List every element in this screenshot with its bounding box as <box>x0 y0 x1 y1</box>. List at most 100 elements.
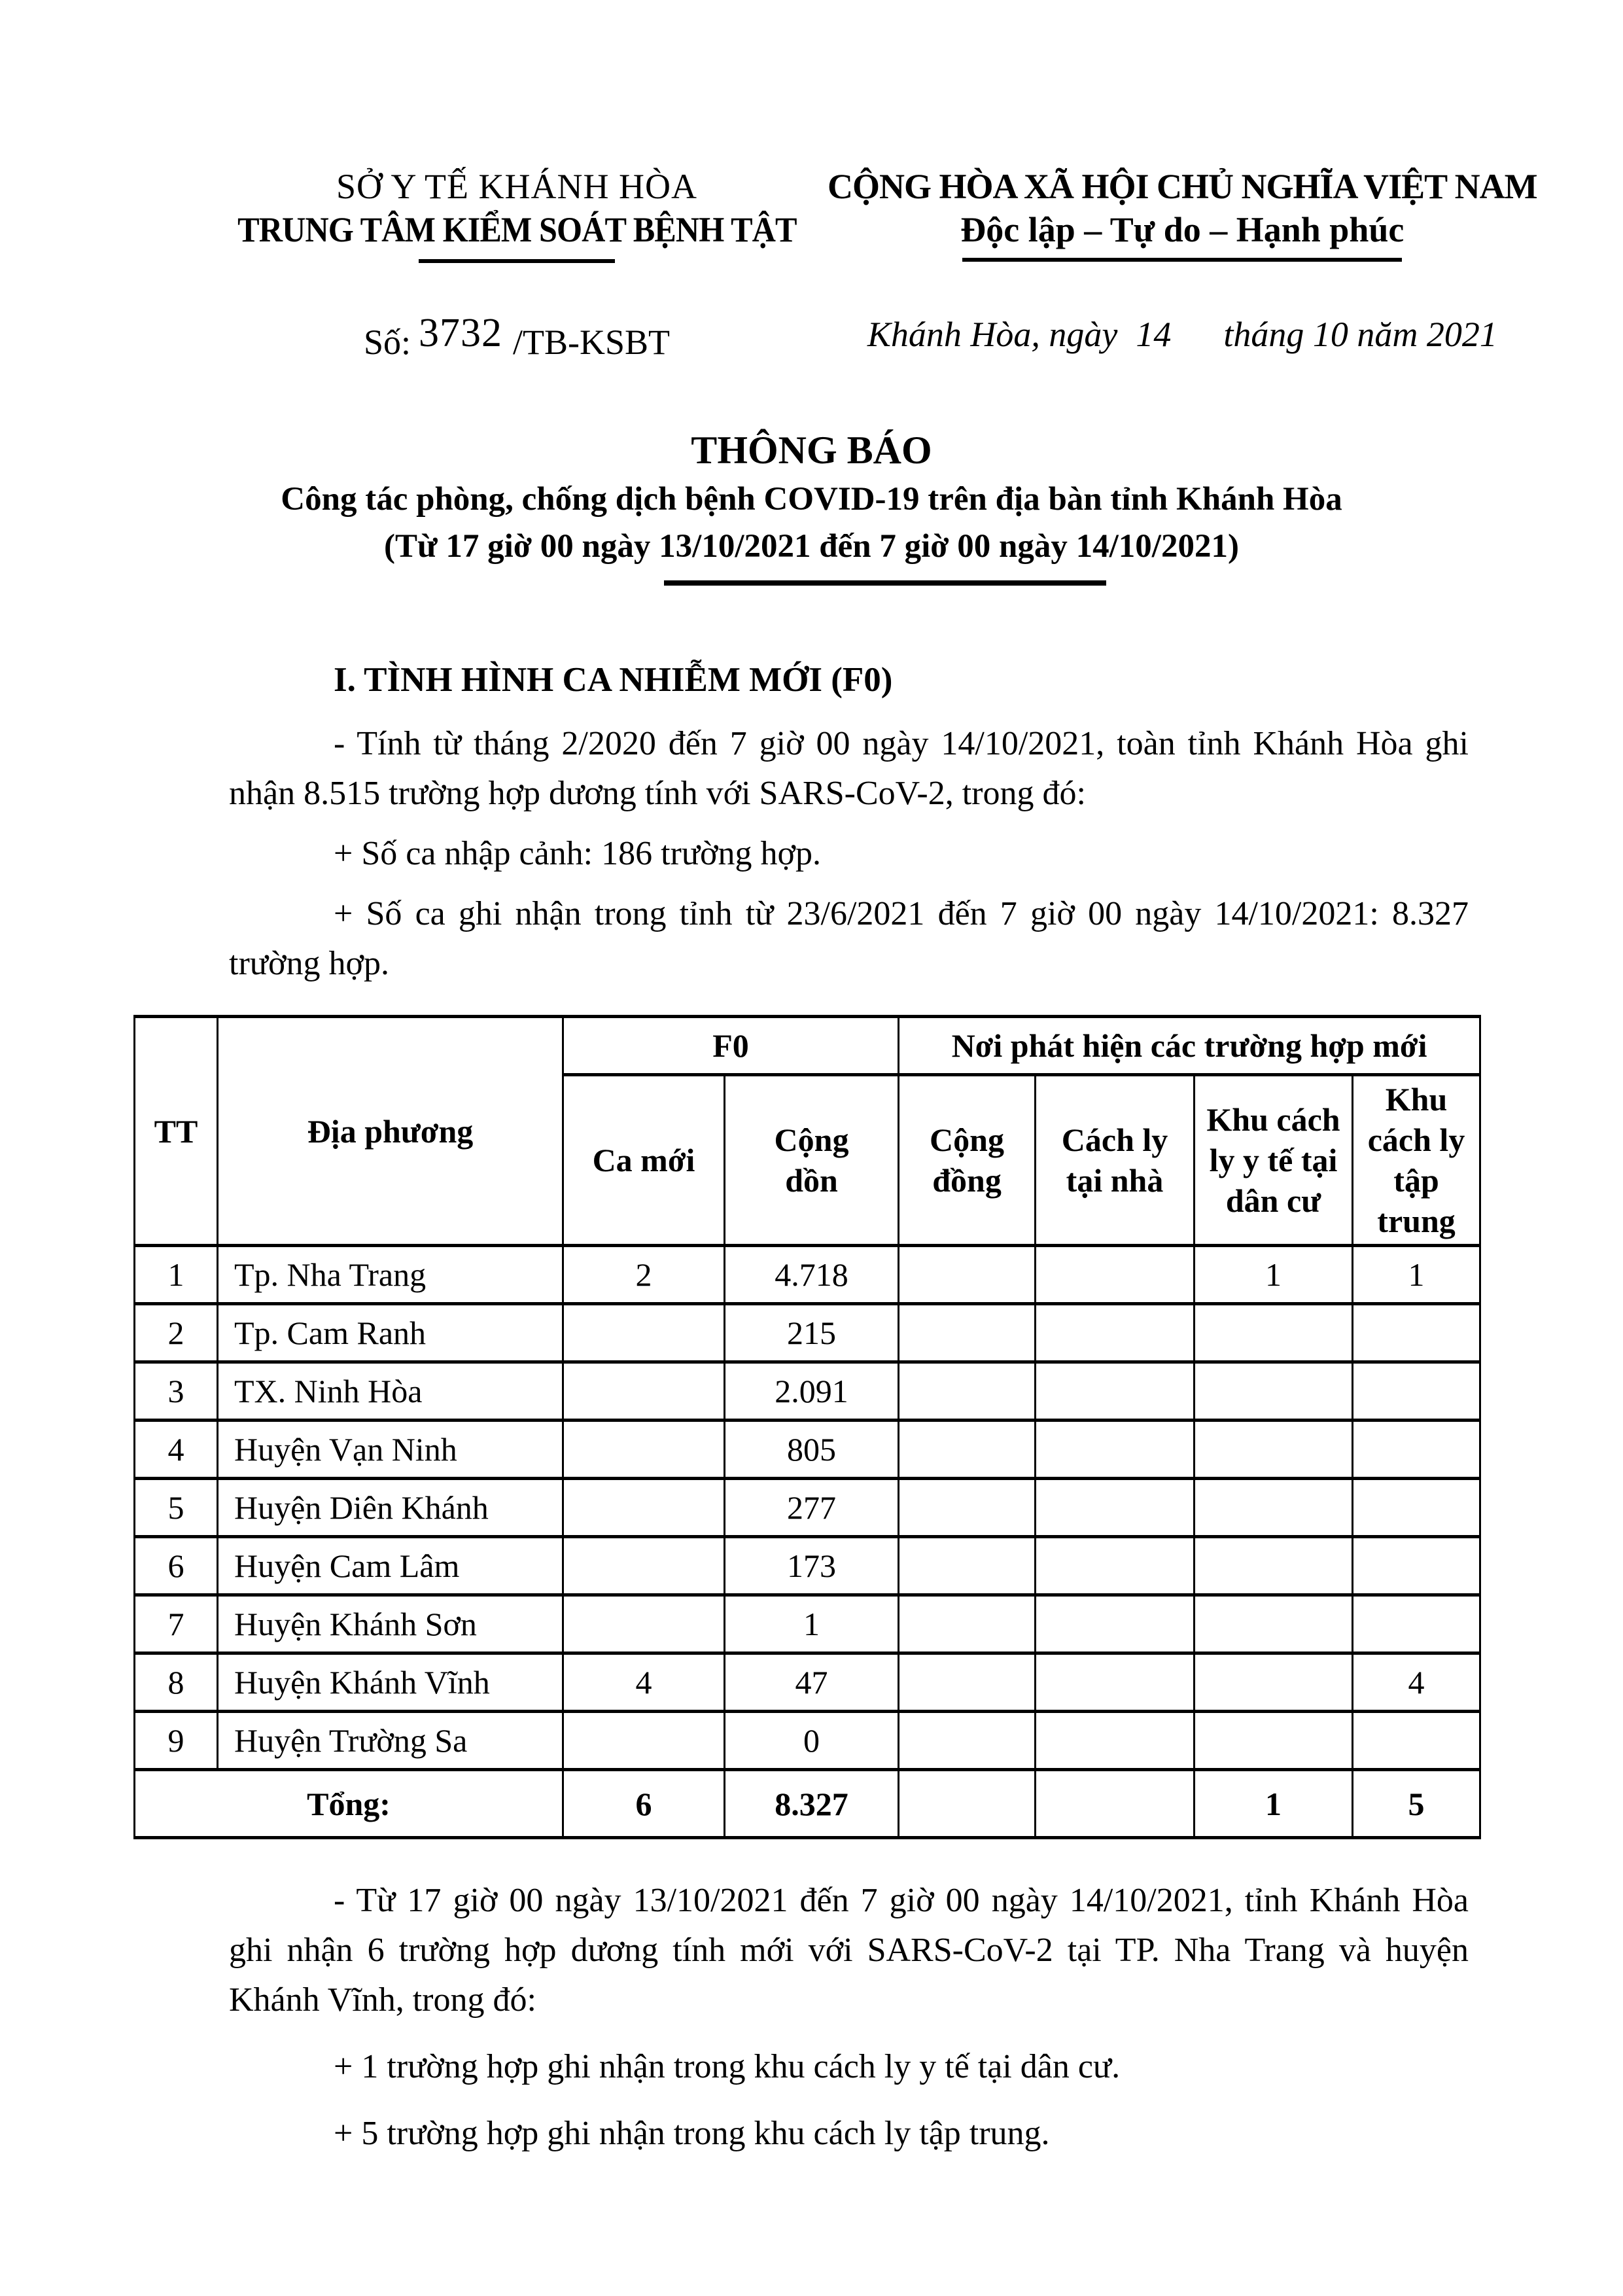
cell-home-isolation <box>1034 1651 1196 1713</box>
cell-medical-isolation <box>1193 1593 1354 1655</box>
cell-central-isolation <box>1352 1360 1482 1422</box>
cell-central-isolation: 1 <box>1352 1244 1482 1305</box>
cell-community <box>898 1419 1037 1480</box>
total-label: Tổng: <box>133 1768 564 1839</box>
cell-tt: 7 <box>133 1593 218 1655</box>
table-row: 3 TX. Ninh Hòa 2.091 <box>133 1360 1482 1422</box>
cell-medical-isolation <box>1193 1477 1354 1538</box>
motto-underline-rule <box>962 258 1403 262</box>
cell-central-isolation: 4 <box>1352 1651 1482 1713</box>
cell-home-isolation <box>1034 1360 1196 1422</box>
cell-medical-isolation <box>1193 1651 1354 1713</box>
table-row: 4 Huyện Vạn Ninh 805 <box>133 1419 1482 1480</box>
header-cell-central-isolation: Khu cách ly tập trung <box>1352 1073 1482 1247</box>
cell-cumulative: 47 <box>723 1651 900 1713</box>
date-prefix: Khánh Hòa, ngày <box>867 315 1118 354</box>
cell-home-isolation <box>1034 1244 1196 1305</box>
national-title: CỘNG HÒA XÃ HỘI CHỦ NGHĨA VIỆT NAM <box>828 167 1538 206</box>
cell-location: Huyện Vạn Ninh <box>217 1419 564 1480</box>
section-1-bullet-3: + 1 trường hợp ghi nhận trong khu cách l… <box>334 2048 1121 2085</box>
table-row: 1 Tp. Nha Trang 2 4.718 1 1 <box>133 1244 1482 1305</box>
date-day: 14 <box>1136 315 1172 354</box>
cell-central-isolation <box>1352 1535 1482 1597</box>
document-title-block: THÔNG BÁO Công tác phòng, chống dịch bện… <box>0 425 1623 586</box>
cell-new-cases <box>562 1302 725 1364</box>
table-row: 9 Huyện Trường Sa 0 <box>133 1710 1482 1771</box>
issuing-org-name: TRUNG TÂM KIỂM SOÁT BỆNH TẬT <box>206 208 828 251</box>
cell-community <box>898 1535 1037 1597</box>
header-cell-new-cases: Ca mới <box>562 1073 725 1247</box>
cell-central-isolation <box>1352 1710 1482 1771</box>
table-body: 1 Tp. Nha Trang 2 4.718 1 1 2 Tp. Cam Ra… <box>133 1244 1482 1839</box>
case-summary-table: TT Địa phương F0 Nơi phát hiện các trườn… <box>133 1015 1482 1839</box>
national-header-block: CỘNG HÒA XÃ HỘI CHỦ NGHĨA VIỆT NAM Độc l… <box>828 165 1538 364</box>
cell-medical-isolation <box>1193 1535 1354 1597</box>
header-cell-medical-isolation: Khu cách ly y tế tại dân cư <box>1193 1073 1354 1247</box>
cell-location: Huyện Khánh Sơn <box>217 1593 564 1655</box>
cell-medical-isolation <box>1193 1360 1354 1422</box>
cell-location: Huyện Khánh Vĩnh <box>217 1651 564 1713</box>
header-cell-home-isolation: Cách ly tại nhà <box>1034 1073 1196 1247</box>
section-1-bullet-4: + 5 trường hợp ghi nhận trong khu cách l… <box>334 2115 1050 2152</box>
section-1-heading: I. TÌNH HÌNH CA NHIỄM MỚI (F0) <box>334 661 893 699</box>
cell-new-cases: 2 <box>562 1244 725 1305</box>
section-1-paragraph-1: - Tính từ tháng 2/2020 đến 7 giờ 00 ngày… <box>229 725 1469 812</box>
cell-community <box>898 1244 1037 1305</box>
document-subtitle: Công tác phòng, chống dịch bệnh COVID-19… <box>281 481 1342 518</box>
table-header: TT Địa phương F0 Nơi phát hiện các trườn… <box>133 1015 1482 1247</box>
cell-home-isolation <box>1034 1710 1196 1771</box>
cell-tt: 2 <box>133 1302 218 1364</box>
cell-cumulative: 277 <box>723 1477 900 1538</box>
cell-cumulative: 215 <box>723 1302 900 1364</box>
table-row: 6 Huyện Cam Lâm 173 <box>133 1535 1482 1597</box>
place-date-line: Khánh Hòa, ngày 14 tháng 10 năm 2021 <box>828 314 1537 355</box>
cell-medical-isolation <box>1193 1302 1354 1364</box>
cell-central-isolation <box>1352 1477 1482 1538</box>
cell-new-cases: 4 <box>562 1651 725 1713</box>
issuing-org-parent: SỞ Y TẾ KHÁNH HÒA <box>336 167 697 206</box>
cell-new-cases <box>562 1419 725 1480</box>
document-number-value: 3732 <box>419 311 502 355</box>
table-row: 7 Huyện Khánh Sơn 1 <box>133 1593 1482 1655</box>
section-1-bullet-1: + Số ca nhập cảnh: 186 trường hợp. <box>334 835 822 872</box>
cell-community <box>898 1651 1037 1713</box>
table-header-group-row: TT Địa phương F0 Nơi phát hiện các trườn… <box>133 1015 1482 1247</box>
table-total-row: Tổng: 6 8.327 1 5 <box>133 1768 1482 1839</box>
national-motto: Độc lập – Tự do – Hạnh phúc <box>960 210 1405 249</box>
total-central-isolation: 5 <box>1352 1768 1482 1839</box>
document-number-suffix: /TB-KSBT <box>513 323 671 362</box>
cell-new-cases <box>562 1593 725 1655</box>
cell-cumulative: 1 <box>723 1593 900 1655</box>
total-home-isolation <box>1034 1768 1196 1839</box>
document-date-range: (Từ 17 giờ 00 ngày 13/10/2021 đến 7 giờ … <box>384 528 1239 565</box>
header-cell-tt: TT <box>133 1015 218 1247</box>
cell-new-cases <box>562 1535 725 1597</box>
cell-medical-isolation <box>1193 1710 1354 1771</box>
date-suffix: tháng 10 năm 2021 <box>1223 315 1497 354</box>
cell-location: Tp. Nha Trang <box>217 1244 564 1305</box>
cell-tt: 4 <box>133 1419 218 1480</box>
cell-cumulative: 0 <box>723 1710 900 1771</box>
cell-community <box>898 1477 1037 1538</box>
cell-tt: 6 <box>133 1535 218 1597</box>
cell-community <box>898 1302 1037 1364</box>
total-medical-isolation: 1 <box>1193 1768 1354 1839</box>
cell-location: Tp. Cam Ranh <box>217 1302 564 1364</box>
header-group-f0: F0 <box>561 1015 900 1076</box>
cell-cumulative: 2.091 <box>723 1360 900 1422</box>
document-number-label: Số: <box>363 323 411 362</box>
cell-central-isolation <box>1352 1593 1482 1655</box>
cell-home-isolation <box>1034 1302 1196 1364</box>
cell-location: Huyện Trường Sa <box>217 1710 564 1771</box>
section-1-bullet-2: + Số ca ghi nhận trong tỉnh từ 23/6/2021… <box>229 895 1469 982</box>
document-number-line: Số: 3732/TB-KSBT <box>206 311 828 364</box>
cell-location: Huyện Cam Lâm <box>217 1535 564 1597</box>
cell-medical-isolation <box>1193 1419 1354 1480</box>
cell-community <box>898 1593 1037 1655</box>
cell-cumulative: 4.718 <box>723 1244 900 1305</box>
cell-home-isolation <box>1034 1535 1196 1597</box>
header-group-detection: Nơi phát hiện các trường hợp mới <box>898 1015 1482 1076</box>
cell-cumulative: 173 <box>723 1535 900 1597</box>
cell-cumulative: 805 <box>723 1419 900 1480</box>
